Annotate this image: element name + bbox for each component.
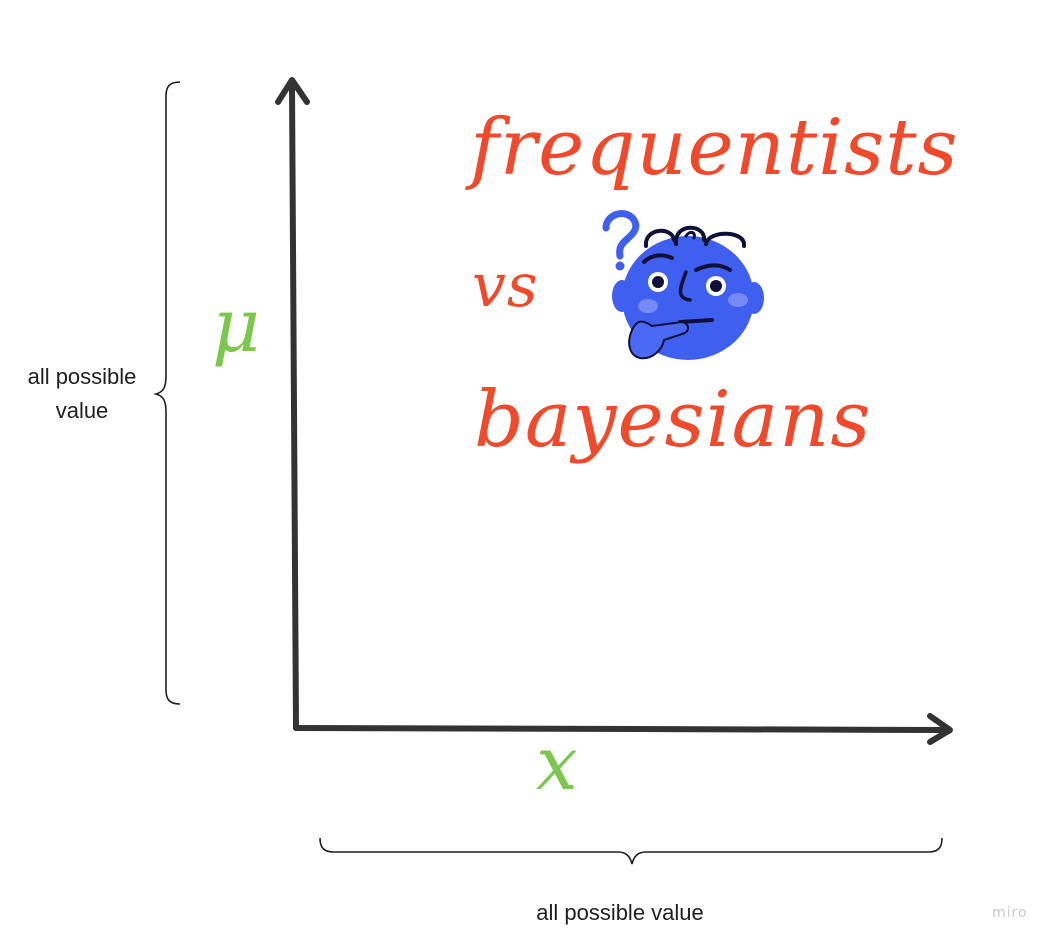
title-frequentists: frequentists	[470, 103, 959, 193]
question-mark-icon	[602, 210, 640, 260]
x-brace-label: all possible value	[536, 900, 704, 925]
y-axis	[289, 85, 299, 731]
y-variable-mu: μ	[212, 283, 261, 369]
thinking-face-icon	[602, 210, 764, 360]
miro-watermark: miro	[992, 905, 1028, 921]
y-axis-arrowhead	[275, 77, 310, 105]
x-brace	[319, 837, 943, 865]
y-brace	[153, 81, 181, 705]
title-bayesians: bayesians	[474, 375, 872, 465]
y-brace-label: all possible value	[27, 364, 137, 423]
x-axis	[293, 725, 948, 733]
title-vs: vs	[472, 251, 539, 321]
x-axis-arrowhead	[927, 713, 953, 745]
x-variable-x: x	[536, 721, 578, 807]
